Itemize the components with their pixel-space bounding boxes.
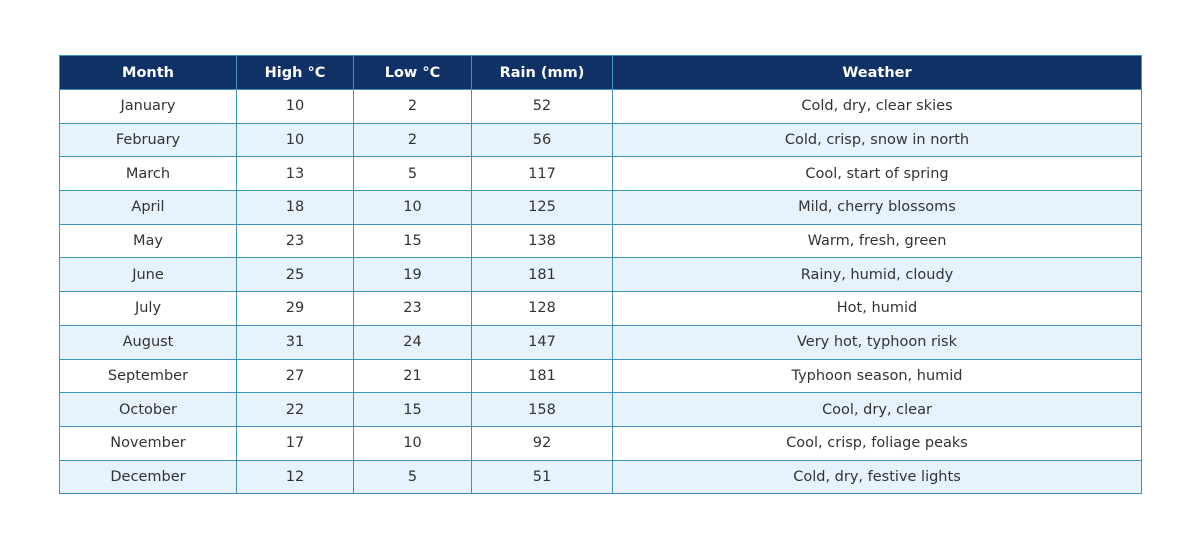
table-cell: 181 [471, 257, 613, 293]
table-cell: Typhoon season, humid [612, 358, 1142, 394]
table-cell: Warm, fresh, green [612, 223, 1142, 259]
table-cell: 31 [236, 324, 354, 360]
table-cell: 13 [236, 156, 354, 192]
table-cell: November [59, 425, 237, 461]
table-cell: September [59, 358, 237, 394]
table-header: Month High °C Low °C Rain (mm) Weather [59, 55, 1142, 90]
table-row: April 18 10 125 Mild, cherry blossoms [59, 190, 1142, 225]
table-cell: 18 [236, 190, 354, 225]
table-cell: 25 [236, 257, 354, 293]
table-cell: 15 [353, 392, 472, 427]
table-cell: 29 [236, 291, 354, 326]
column-header: Weather [612, 55, 1142, 90]
table-cell: May [59, 223, 237, 259]
table-cell: 10 [353, 425, 472, 461]
table-cell: August [59, 324, 237, 360]
table-cell: July [59, 291, 237, 326]
header-row: Month High °C Low °C Rain (mm) Weather [59, 55, 1142, 90]
table-cell: 10 [353, 190, 472, 225]
table-cell: 23 [353, 291, 472, 326]
table-cell: Cold, dry, clear skies [612, 89, 1142, 124]
table-cell: 24 [353, 324, 472, 360]
table-cell: Rainy, humid, cloudy [612, 257, 1142, 293]
table-cell: 2 [353, 122, 472, 158]
table-cell: 117 [471, 156, 613, 192]
table-cell: 23 [236, 223, 354, 259]
table-row: August 31 24 147 Very hot, typhoon risk [59, 324, 1142, 360]
column-header: High °C [236, 55, 354, 90]
table-cell: 17 [236, 425, 354, 461]
table-cell: Cold, dry, festive lights [612, 459, 1142, 495]
table-cell: December [59, 459, 237, 495]
table-cell: 158 [471, 392, 613, 427]
table-cell: Cool, dry, clear [612, 392, 1142, 427]
table-cell: 56 [471, 122, 613, 158]
table-cell: Very hot, typhoon risk [612, 324, 1142, 360]
table-cell: 2 [353, 89, 472, 124]
table-cell: April [59, 190, 237, 225]
table-cell: June [59, 257, 237, 293]
table-cell: 181 [471, 358, 613, 394]
table-cell: 92 [471, 425, 613, 461]
table-row: March 13 5 117 Cool, start of spring [59, 156, 1142, 192]
table-cell: 52 [471, 89, 613, 124]
table-cell: Mild, cherry blossoms [612, 190, 1142, 225]
table-cell: March [59, 156, 237, 192]
table-cell: Cool, start of spring [612, 156, 1142, 192]
table-cell: 19 [353, 257, 472, 293]
table-cell: 27 [236, 358, 354, 394]
table-cell: 10 [236, 89, 354, 124]
table-row: May 23 15 138 Warm, fresh, green [59, 223, 1142, 259]
table-cell: February [59, 122, 237, 158]
table-cell: Cold, crisp, snow in north [612, 122, 1142, 158]
table-cell: 15 [353, 223, 472, 259]
column-header: Rain (mm) [471, 55, 613, 90]
table-cell: 138 [471, 223, 613, 259]
column-header: Month [59, 55, 237, 90]
table-cell: 147 [471, 324, 613, 360]
table-cell: 22 [236, 392, 354, 427]
table-cell: October [59, 392, 237, 427]
weather-table: Month High °C Low °C Rain (mm) Weather Janua… [59, 55, 1142, 495]
table-body: January 10 2 52 Cold, dry, clear skies Februa… [59, 89, 1142, 495]
table-cell: Hot, humid [612, 291, 1142, 326]
table-row: January 10 2 52 Cold, dry, clear skies [59, 89, 1142, 124]
table-cell: 5 [353, 156, 472, 192]
table-row: February 10 2 56 Cold, crisp, snow in north [59, 122, 1142, 158]
table-row: December 12 5 51 Cold, dry, festive lights [59, 459, 1142, 495]
table-cell: 5 [353, 459, 472, 495]
table-row: November 17 10 92 Cool, crisp, foliage peaks [59, 425, 1142, 461]
table-cell: January [59, 89, 237, 124]
table-cell: 125 [471, 190, 613, 225]
table-cell: 12 [236, 459, 354, 495]
column-header: Low °C [353, 55, 472, 90]
table-cell: 21 [353, 358, 472, 394]
table-row: June 25 19 181 Rainy, humid, cloudy [59, 257, 1142, 293]
table-row: September 27 21 181 Typhoon season, humid [59, 358, 1142, 394]
table-cell: 128 [471, 291, 613, 326]
table-row: July 29 23 128 Hot, humid [59, 291, 1142, 326]
table-cell: 51 [471, 459, 613, 495]
table-row: October 22 15 158 Cool, dry, clear [59, 392, 1142, 427]
table-cell: Cool, crisp, foliage peaks [612, 425, 1142, 461]
table-cell: 10 [236, 122, 354, 158]
